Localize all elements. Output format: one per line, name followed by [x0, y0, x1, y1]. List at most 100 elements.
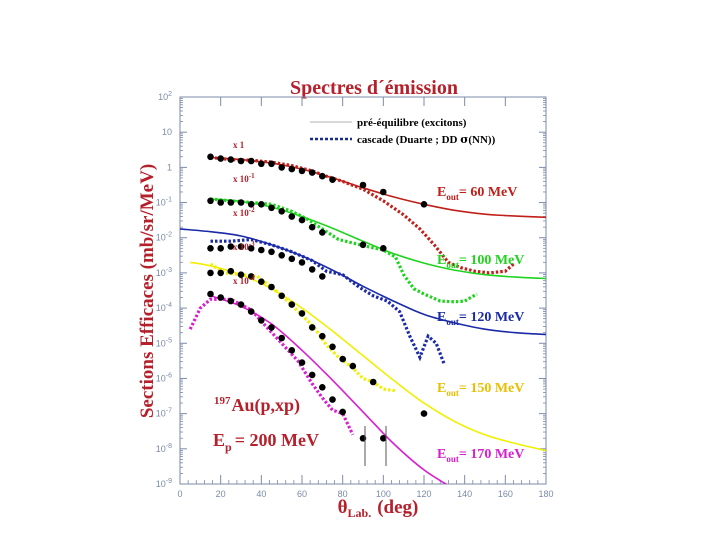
- y-tick-label: 10-9: [156, 478, 172, 489]
- data-point: [319, 332, 326, 340]
- data-point: [227, 267, 235, 275]
- y-tick-base: 10: [156, 233, 166, 243]
- y-tick-exp: -7: [166, 408, 172, 415]
- data-point: [268, 248, 275, 256]
- data-point: [247, 245, 255, 252]
- scale-base: x 10: [233, 174, 249, 184]
- scale-label-2: x 10-2: [233, 206, 255, 218]
- data-point: [268, 160, 275, 168]
- data-point: [227, 243, 235, 250]
- scale-base: x 10: [233, 242, 249, 252]
- data-point: [420, 410, 428, 417]
- data-point: [329, 176, 336, 183]
- y-tick-exp: 2: [168, 91, 172, 98]
- data-point: [308, 324, 316, 331]
- data-point: [207, 245, 214, 252]
- data-point: [217, 155, 224, 162]
- scale-base: x 1: [233, 140, 245, 150]
- axis-ticks: [179, 96, 547, 485]
- data-point: [369, 378, 377, 386]
- data-point: [258, 317, 265, 324]
- eout-label-0: Eout= 60 MeV: [437, 185, 517, 202]
- cascade-curve-1: [210, 197, 478, 304]
- data-point: [420, 201, 428, 208]
- data-point: [308, 371, 316, 379]
- y-tick-label: 10-1: [156, 197, 172, 208]
- data-point: [207, 290, 214, 298]
- data-point: [319, 384, 326, 391]
- scale-base: x 10: [233, 276, 249, 286]
- y-tick-base: 10: [156, 198, 166, 208]
- x-tick-label: 120: [416, 489, 431, 499]
- scale-label-1: x 10-1: [233, 172, 255, 184]
- y-tick-base: 10: [156, 444, 166, 454]
- y-tick-exp: -1: [166, 197, 172, 204]
- scale-label-3: x 10-3: [233, 240, 255, 252]
- plot-frame: [179, 96, 547, 485]
- y-tick-exp: -5: [166, 337, 172, 344]
- y-axis-label: Sections Efficaces (mb/sr/MeV): [137, 164, 158, 418]
- data-point: [268, 324, 275, 331]
- data-point: [288, 255, 296, 263]
- eout-prefix: E: [437, 447, 446, 462]
- data-point: [308, 169, 316, 176]
- legend-solid-label: pré-équilibre (excitons): [357, 117, 467, 129]
- eout-value: = 150 MeV: [459, 381, 525, 396]
- data-point: [268, 204, 275, 212]
- data-point: [237, 157, 245, 165]
- eout-value: = 170 MeV: [459, 447, 525, 462]
- x-tick-label: 160: [498, 489, 513, 499]
- x-axis-label-symbol: θ: [338, 497, 348, 518]
- eout-sub: out: [446, 454, 459, 464]
- y-tick-label: 102: [158, 91, 172, 102]
- y-tick-label: 10-3: [156, 267, 172, 278]
- eout-label-1: Eout= 100 MeV: [437, 253, 524, 270]
- x-tick-label: 140: [457, 489, 472, 499]
- data-point: [258, 278, 265, 286]
- data-point: [237, 271, 245, 279]
- eout-sub: out: [446, 260, 459, 270]
- data-point: [380, 188, 387, 196]
- x-axis-label-unit: (deg): [377, 497, 418, 518]
- eout-value: = 120 MeV: [459, 310, 525, 325]
- eout-sub: out: [446, 388, 459, 398]
- y-tick-exp: -3: [166, 267, 172, 274]
- y-tick-base: 10: [156, 338, 166, 348]
- data-point: [217, 245, 224, 252]
- data-point: [329, 396, 336, 403]
- data-point: [237, 243, 245, 250]
- y-tick-label: 10-4: [156, 302, 172, 313]
- x-tick-label: 100: [376, 489, 391, 499]
- data-point: [288, 165, 296, 173]
- eout-label-4: Eout= 170 MeV: [437, 447, 524, 464]
- y-tick-labels: 10210110-110-210-310-410-510-610-710-810…: [156, 91, 172, 489]
- data-point: [258, 201, 265, 208]
- y-tick-label: 10-6: [156, 372, 172, 383]
- data-point: [207, 153, 214, 161]
- data-point: [298, 216, 306, 224]
- data-point: [339, 408, 347, 416]
- data-point: [298, 310, 306, 317]
- beam-text: = 200 MeV: [235, 430, 319, 450]
- data-point: [339, 355, 347, 363]
- data-point: [207, 197, 214, 205]
- data-point: [217, 269, 224, 277]
- data-point: [298, 167, 306, 175]
- data-point: [278, 208, 286, 215]
- eout-prefix: E: [437, 310, 446, 325]
- y-tick-base: 10: [156, 303, 166, 313]
- exciton-curve-3: [190, 261, 546, 452]
- chart-title: Spectres d´émission: [290, 77, 458, 99]
- x-tick-label: 20: [216, 489, 226, 499]
- data-point: [288, 301, 296, 308]
- x-tick-label: 0: [177, 489, 182, 499]
- error-bars: [364, 426, 387, 466]
- data-point: [237, 199, 245, 206]
- series-scale-labels: x 1x 10-1x 10-2x 10-3x 10-4: [233, 140, 255, 286]
- data-point: [247, 273, 255, 280]
- data-point: [278, 334, 286, 342]
- data-point: [227, 297, 235, 305]
- scale-exp: -1: [249, 172, 255, 180]
- legend-dotted-label: cascade (Duarte ; DD σ(NN)): [357, 133, 496, 146]
